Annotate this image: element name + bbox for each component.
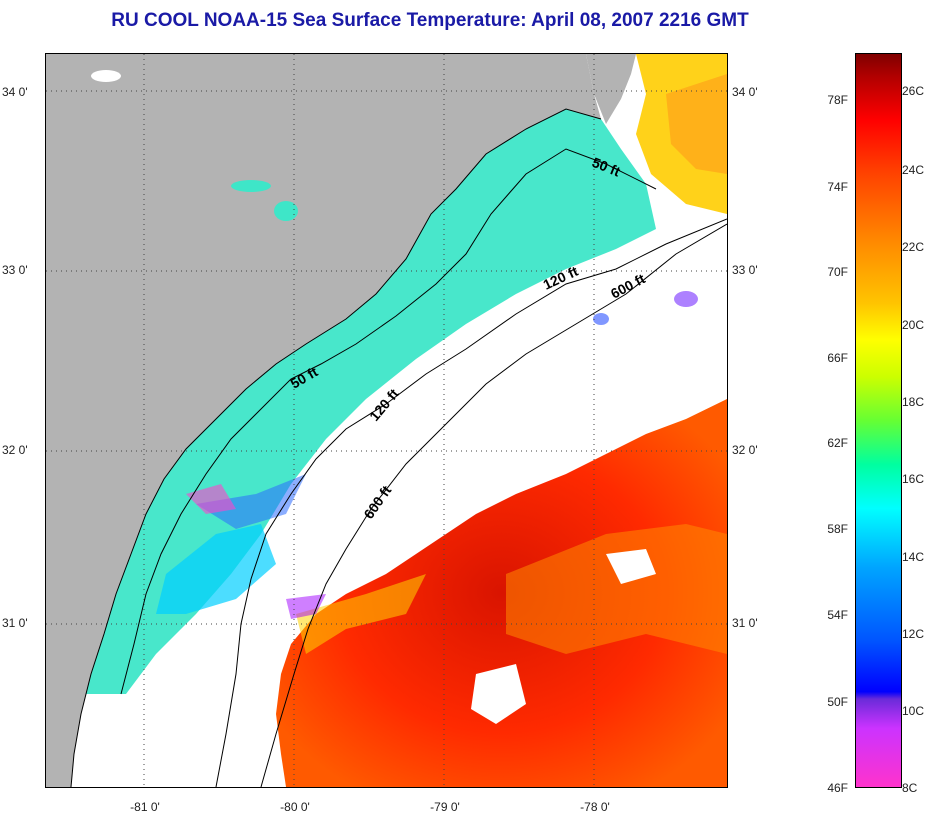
colorbar-c-label: 24C [902,163,925,177]
colorbar-f-label: 78F [827,93,848,107]
lon-label: -80 0' [280,800,310,814]
lon-label: -78 0' [580,800,610,814]
colorbar-c-label: 10C [902,704,925,718]
contour-600ft [260,223,727,787]
lat-label: 33 0' [732,263,758,277]
colorbar-c-label: 14C [902,550,925,564]
colorbar-c-label: 16C [902,472,925,486]
lat-label: 32 0' [732,443,758,457]
contour-120ft [215,218,727,787]
lat-label: 33 0' [2,263,28,277]
temperature-colorbar [855,53,902,788]
lat-label: 31 0' [2,616,28,630]
lat-label: 34 0' [2,85,28,99]
coastline [70,108,602,787]
colorbar-f-label: 66F [827,351,848,365]
colorbar-f-label: 46F [827,781,848,795]
colorbar-c-label: 20C [902,318,925,332]
contour-50ft [120,148,657,695]
colorbar-c-label: 8C [902,781,918,795]
lat-label: 34 0' [732,85,758,99]
colorbar-f-label: 62F [827,436,848,450]
colorbar-c-label: 12C [902,627,925,641]
colorbar-f-label: 58F [827,522,848,536]
colorbar-c-label: 26C [902,84,925,98]
lon-label: -81 0' [130,800,160,814]
lat-label: 31 0' [732,616,758,630]
colorbar-f-label: 70F [827,265,848,279]
colorbar-c-label: 22C [902,240,925,254]
lon-label: -79 0' [430,800,460,814]
lat-label: 32 0' [2,443,28,457]
sst-map: 50 ft 120 ft 600 ft 50 ft 120 ft 600 ft [45,53,728,788]
land-area-north [586,54,636,124]
map-title: RU COOL NOAA-15 Sea Surface Temperature:… [111,10,749,31]
isobaths [120,148,727,787]
colorbar-f-label: 54F [827,608,848,622]
colorbar-f-label: 74F [827,180,848,194]
land-area [46,54,601,787]
gulf-stream [276,399,727,787]
graticule [46,54,727,787]
colorbar-c-label: 18C [902,395,925,409]
colorbar-f-label: 50F [827,695,848,709]
